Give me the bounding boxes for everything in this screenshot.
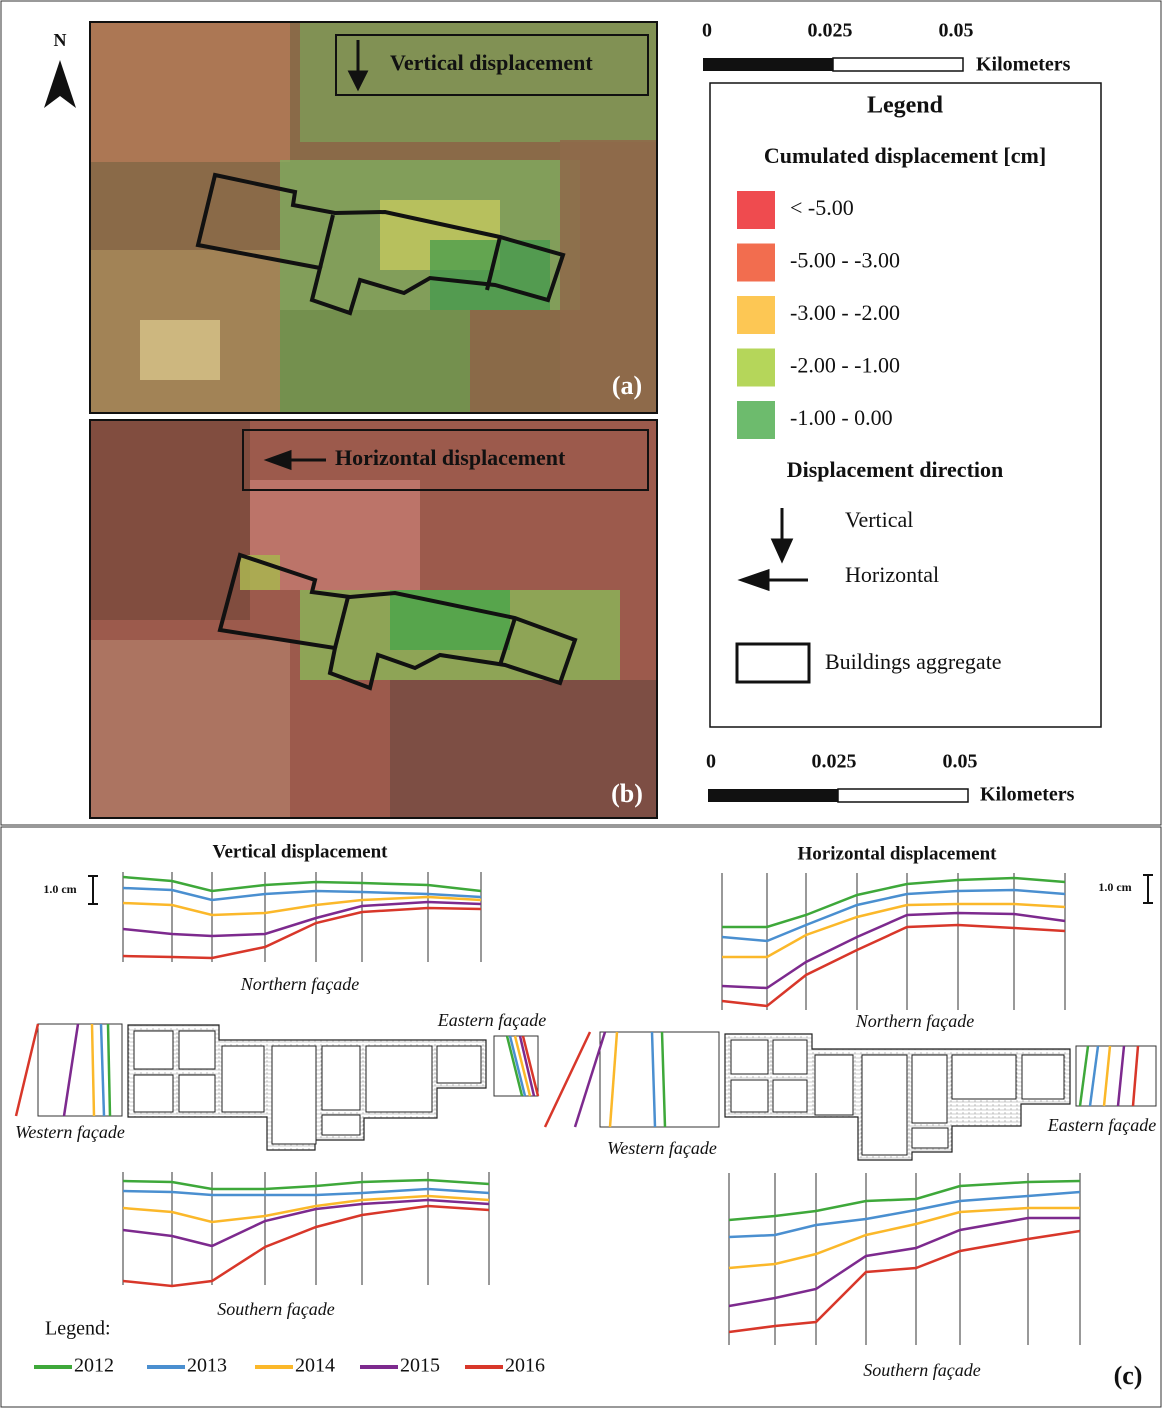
profile-line: [123, 1180, 489, 1189]
legend-label: -3.00 - -2.00: [790, 300, 900, 325]
legend-label: -2.00 - -1.00: [790, 353, 900, 378]
legend-label: 2012: [74, 1355, 114, 1377]
legend-label: -1.00 - 0.00: [790, 405, 893, 430]
legend-label: < -5.00: [790, 195, 854, 220]
scale-label: 0: [706, 751, 716, 773]
page: {"maps": {"north": "N", "a": {"title": "…: [0, 0, 1162, 1408]
north-label: N: [54, 30, 67, 50]
building-icon: [737, 644, 809, 682]
map-a: [90, 22, 657, 413]
profile-line: [16, 1024, 38, 1116]
scale-label: 0.025: [808, 20, 853, 42]
profile-line: [64, 1024, 78, 1116]
panel-tag: (b): [611, 779, 643, 808]
legend-label: 2016: [505, 1355, 545, 1377]
panel-tag: (a): [612, 371, 642, 400]
map-b: [90, 420, 657, 818]
legend-swatch: [737, 401, 775, 439]
profile-line: [1090, 1046, 1098, 1106]
panel-tag: (c): [1114, 1361, 1143, 1390]
plot-title: Horizontal displacement: [798, 843, 998, 864]
legend-label: Vertical: [845, 507, 913, 532]
legend-label: 2015: [400, 1355, 440, 1377]
scale-label: 0: [702, 20, 712, 42]
facade-label: Northern façade: [240, 974, 360, 994]
profile-line: [507, 1036, 522, 1096]
facade-label: Western façade: [607, 1138, 717, 1158]
legend-subtitle: Cumulated displacement [cm]: [764, 143, 1046, 168]
profile-line: [123, 1189, 489, 1195]
facade-label: Southern façade: [217, 1299, 334, 1319]
legend-label: -5.00 - -3.00: [790, 248, 900, 273]
facade-label: Western façade: [15, 1122, 125, 1142]
scale-unit: Kilometers: [976, 54, 1071, 76]
facade-label: Eastern façade: [1047, 1115, 1156, 1135]
profile-line: [1080, 1046, 1088, 1106]
scale-bar: [1143, 875, 1153, 903]
legend-swatch: [737, 244, 775, 282]
scale-label: 0.05: [939, 20, 974, 42]
legend-swatch: [737, 349, 775, 387]
profile-line: [92, 1024, 94, 1116]
legend-subtitle: Displacement direction: [787, 457, 1004, 482]
profile-line: [101, 1024, 104, 1116]
profile-line: [545, 1032, 590, 1127]
arrow-icon: [742, 571, 808, 589]
map-title: Horizontal displacement: [335, 445, 566, 470]
profile-line: [123, 897, 481, 915]
profile-line: [662, 1032, 665, 1127]
facade-label: Northern façade: [855, 1011, 975, 1031]
profile-line: [123, 1206, 489, 1286]
profile-line: [729, 1231, 1080, 1332]
scale-label: 0.05: [943, 751, 978, 773]
legend-label: Buildings aggregate: [825, 649, 1002, 674]
profile-line: [1118, 1046, 1124, 1106]
north-arrow: [44, 60, 76, 108]
profile-line: [123, 877, 481, 891]
scale-label: 0.025: [812, 751, 857, 773]
legend-label: 2014: [295, 1355, 335, 1377]
profile-line: [729, 1181, 1080, 1220]
scale-unit: Kilometers: [980, 784, 1075, 806]
legend-classes: < -5.00 -5.00 - -3.00 -3.00 - -2.00 -2.00 -…: [737, 191, 900, 439]
legend-label: 2013: [187, 1355, 227, 1377]
profile-line: [1104, 1046, 1110, 1106]
legend-swatch: [737, 296, 775, 334]
scale-bar: [88, 876, 98, 904]
scale-label: 1.0 cm: [1098, 880, 1131, 894]
profile-line: [523, 1036, 538, 1096]
plot-title: Vertical displacement: [212, 841, 388, 862]
facade-label: Southern façade: [863, 1360, 980, 1380]
profile-line: [652, 1032, 655, 1127]
legend-title: Legend:: [45, 1318, 111, 1340]
year-legend: 2012 2013 2014 2015 2016: [34, 1355, 545, 1377]
legend-label: Horizontal: [845, 562, 939, 587]
figure: Vertical displacement (a) Horizontal dis…: [0, 0, 1162, 1408]
facade-box: [600, 1032, 719, 1127]
arrow-icon: [773, 508, 791, 560]
profile-line: [1133, 1046, 1138, 1106]
legend-title: Legend: [867, 93, 944, 119]
profile-line: [610, 1032, 617, 1127]
scale-label: 1.0 cm: [43, 882, 76, 896]
facade-label: Eastern façade: [437, 1010, 546, 1030]
map-title: Vertical displacement: [390, 50, 593, 75]
legend-swatch: [737, 191, 775, 229]
profile-line: [108, 1024, 110, 1116]
